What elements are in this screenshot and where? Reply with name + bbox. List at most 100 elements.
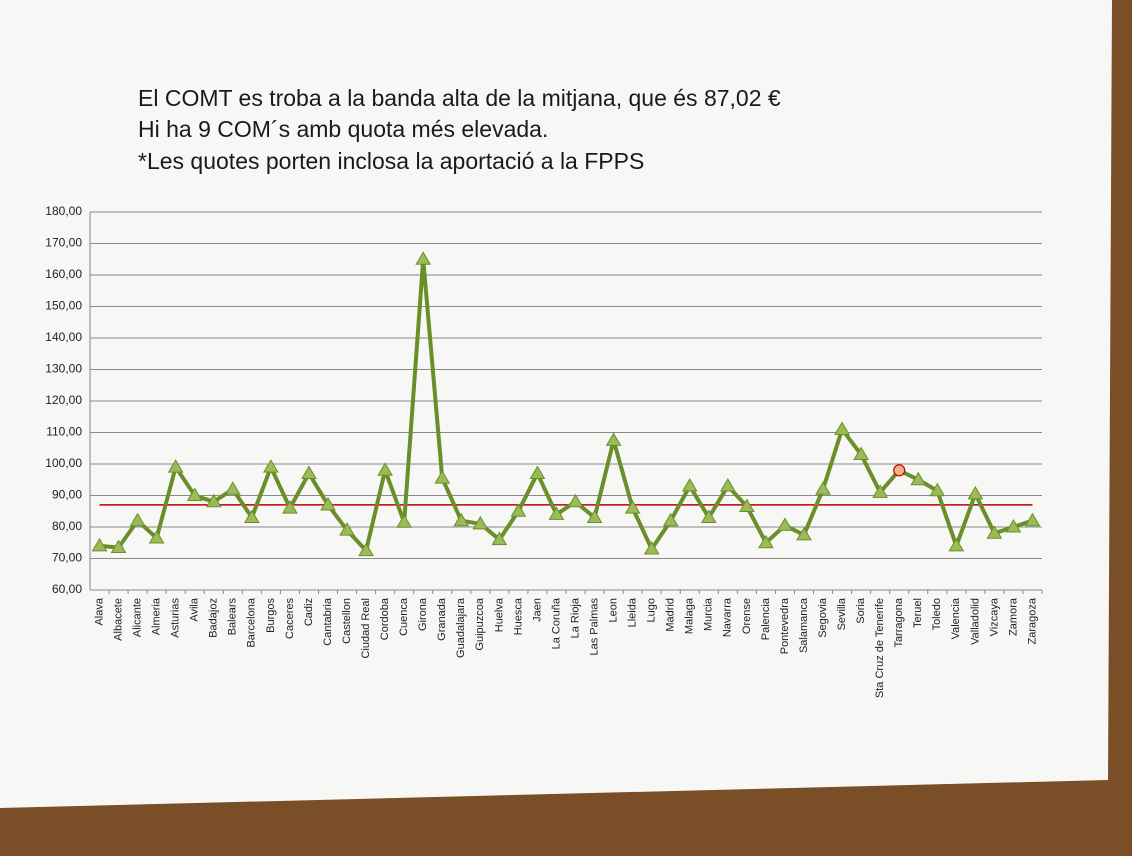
x-tick-label: Burgos [265, 598, 277, 633]
x-tick-label: Jaen [531, 598, 543, 622]
x-tick-label: Guipuzcoa [474, 597, 486, 650]
x-tick-label: Lugo [646, 598, 658, 622]
title-line: Hi ha 9 COM´s amb quota més elevada. [138, 116, 548, 142]
marker [624, 500, 641, 514]
x-tick-label: Lleida [627, 597, 639, 627]
marker [186, 487, 203, 501]
marker [453, 512, 470, 527]
x-tick-label: Guadalajara [455, 597, 467, 658]
x-tick-label: Cantabria [322, 597, 334, 646]
marker [1005, 519, 1022, 533]
marker [377, 462, 393, 476]
x-tick-label: Avila [189, 597, 201, 622]
marker [700, 509, 717, 524]
y-tick-label: 130,00 [45, 362, 82, 376]
marker [948, 537, 965, 552]
marker [758, 534, 774, 549]
y-tick-label: 120,00 [45, 393, 82, 407]
marker [796, 526, 812, 541]
x-tick-label: Segovia [817, 597, 829, 638]
marker [1024, 512, 1041, 527]
marker [872, 484, 889, 498]
marker [510, 503, 527, 517]
marker [148, 530, 165, 544]
x-tick-label: Navarra [722, 597, 734, 637]
marker [434, 470, 451, 484]
marker [167, 459, 184, 473]
marker [415, 251, 432, 265]
marker [719, 478, 736, 492]
marker [567, 493, 584, 508]
marker [662, 512, 679, 527]
marker [739, 498, 755, 513]
x-tick-label: Alicante [132, 598, 144, 637]
x-tick-label: Balears [227, 598, 239, 636]
x-tick-label: Cuenca [398, 597, 410, 636]
marker [472, 515, 489, 530]
marker [529, 465, 546, 479]
marker [548, 506, 565, 520]
x-tick-label: Tarragona [893, 597, 905, 647]
x-tick-label: Ciudad Real [360, 598, 372, 659]
x-tick-label: Leon [608, 598, 620, 622]
x-tick-label: Cordoba [379, 597, 391, 640]
marker [491, 531, 508, 546]
x-tick-label: Cadiz [303, 598, 315, 626]
marker [586, 509, 603, 524]
marker [358, 542, 374, 557]
y-tick-label: 170,00 [45, 236, 82, 250]
x-tick-label: Castellon [341, 598, 353, 644]
marker [815, 481, 831, 495]
x-tick-label: Sevilla [836, 597, 848, 630]
x-tick-label: Teruel [912, 598, 924, 628]
y-tick-label: 100,00 [45, 456, 82, 470]
x-tick-label: Huesca [512, 597, 524, 635]
x-tick-label: Badajoz [208, 598, 220, 638]
marker [929, 482, 946, 497]
marker [91, 537, 108, 552]
x-tick-label: Huelva [493, 597, 505, 632]
marker [205, 493, 222, 508]
x-tick-label: Palencia [760, 597, 772, 640]
marker [910, 471, 927, 486]
x-tick-label: Asturias [170, 598, 182, 638]
x-tick-label: Vizcaya [988, 597, 1000, 636]
x-tick-label: Soria [855, 597, 867, 624]
marker [224, 481, 241, 495]
marker [263, 459, 279, 473]
marker [320, 496, 336, 511]
series-line [99, 257, 1034, 553]
marker [643, 541, 660, 555]
highlight-marker [893, 464, 906, 477]
y-tick-label: 160,00 [45, 267, 82, 281]
x-tick-label: La Coruña [550, 597, 562, 649]
marker [986, 525, 1003, 539]
x-tick-label: Albacete [112, 598, 124, 641]
x-tick-label: Sta Cruz de Tenerife [874, 598, 886, 698]
title-line: El COMT es troba a la banda alta de la m… [138, 85, 781, 111]
y-tick-label: 80,00 [52, 519, 82, 533]
x-tick-label: Zaragoza [1026, 597, 1038, 644]
marker [282, 500, 298, 514]
x-tick-label: Valladolid [969, 598, 981, 645]
marker [853, 446, 869, 461]
marker [605, 432, 622, 446]
x-tick-label: Toledo [931, 598, 943, 630]
x-tick-label: Orense [741, 598, 753, 634]
x-tick-label: Pontevedra [779, 597, 791, 654]
y-tick-label: 180,00 [45, 204, 82, 218]
x-tick-label: Las Palmas [588, 598, 600, 656]
marker [339, 522, 355, 536]
x-tick-label: Murcia [703, 597, 715, 631]
y-tick-label: 140,00 [45, 330, 82, 344]
x-tick-label: Salamanca [798, 597, 810, 653]
x-tick-label: Granada [436, 597, 448, 641]
x-tick-label: Caceres [284, 598, 296, 639]
x-tick-label: Barcelona [246, 597, 258, 647]
marker [129, 512, 146, 527]
x-tick-label: La Rioja [569, 597, 581, 638]
x-tick-label: Almeria [151, 597, 163, 635]
marker [967, 485, 984, 500]
marker [301, 465, 317, 479]
